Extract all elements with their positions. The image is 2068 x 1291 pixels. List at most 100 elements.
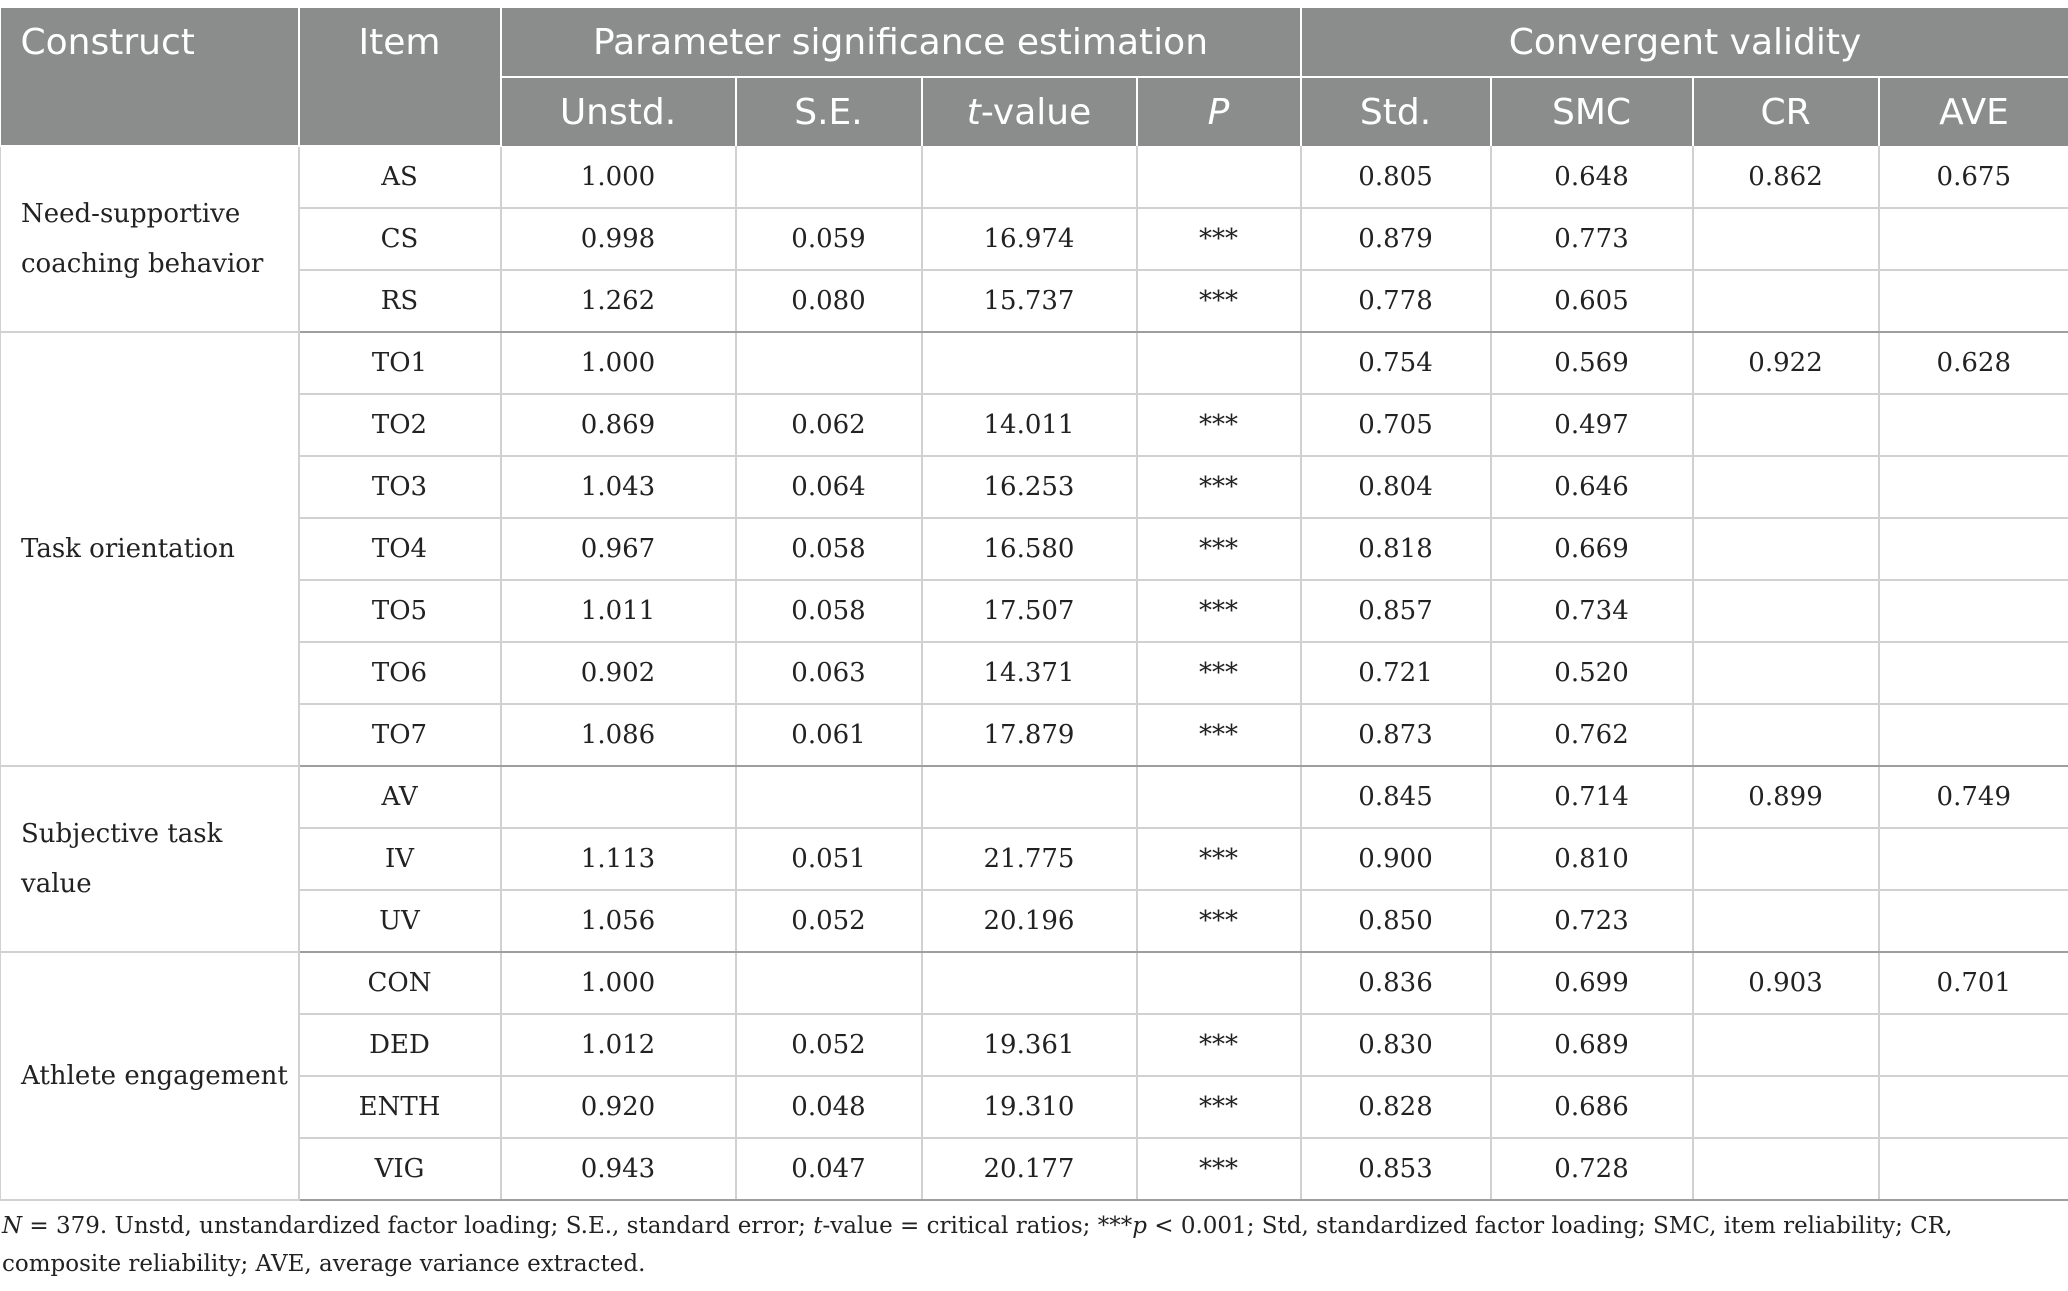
cell-se: 0.062	[734, 394, 922, 457]
table-row: VIG 0.943 0.047 20.177 *** 0.853 0.728	[1, 1138, 2068, 1201]
cell-se: 0.059	[734, 208, 922, 271]
cell-std: 0.853	[1299, 1138, 1491, 1201]
cell-unstd: 1.262	[499, 270, 736, 333]
cell-ave	[1877, 890, 2068, 953]
cell-std: 0.804	[1299, 456, 1491, 519]
cell-std: 0.705	[1299, 394, 1491, 457]
cell-p	[1135, 332, 1301, 395]
cell-ave	[1877, 580, 2068, 643]
cell-std: 0.879	[1299, 208, 1491, 271]
cell-unstd: 1.043	[499, 456, 736, 519]
header-construct: Construct	[0, 8, 299, 147]
cell-t: 16.974	[920, 208, 1137, 271]
cell-se	[734, 332, 922, 395]
cell-se: 0.048	[734, 1076, 922, 1139]
cell-smc: 0.723	[1489, 890, 1693, 953]
cell-ave	[1877, 828, 2068, 891]
cell-ave: 0.749	[1877, 766, 2068, 829]
cell-se	[734, 146, 922, 209]
cell-std: 0.818	[1299, 518, 1491, 581]
cell-smc: 0.669	[1489, 518, 1693, 581]
cell-p: ***	[1135, 208, 1301, 271]
cell-t: 21.775	[920, 828, 1137, 891]
cell-p	[1135, 766, 1301, 829]
cell-t: 14.011	[920, 394, 1137, 457]
cell-std: 0.850	[1299, 890, 1491, 953]
header-group-convergent-validity: Convergent validity	[1299, 8, 2068, 78]
cell-ave	[1877, 208, 2068, 271]
cell-cr: 0.922	[1691, 332, 1879, 395]
header-t-rest: -value	[980, 91, 1092, 133]
table-row: Task orientation TO1 1.000 0.754 0.569 0.922 0…	[0, 332, 2068, 767]
table-note: N = 379. Unstd, unstandardized factor lo…	[0, 1201, 2068, 1283]
cell-item: UV	[297, 890, 501, 953]
cell-std: 0.900	[1299, 828, 1491, 891]
cell-t: 17.507	[920, 580, 1137, 643]
cell-t: 20.196	[920, 890, 1137, 953]
cell-ave	[1877, 518, 2068, 581]
table-row: RS 1.262 0.080 15.737 *** 0.778 0.605	[1, 270, 2068, 333]
cell-smc: 0.714	[1489, 766, 1693, 829]
cell-item: AS	[297, 146, 501, 209]
cell-item: TO2	[297, 394, 501, 457]
cell-std: 0.845	[1299, 766, 1491, 829]
cell-p: ***	[1135, 642, 1301, 705]
table-row: Need-supportive coaching behavior AS 1.000…	[0, 146, 2068, 333]
header-p: P	[1135, 77, 1301, 146]
header-group-parameter-significance: Parameter significance estimation	[499, 8, 1301, 78]
cell-se	[734, 766, 922, 829]
cell-p: ***	[1135, 704, 1301, 767]
cell-unstd: 0.967	[499, 518, 736, 581]
table-row: TO5 1.011 0.058 17.507 *** 0.857 0.734	[1, 580, 2068, 643]
cell-se: 0.052	[734, 890, 922, 953]
construct-cell: Need-supportive coaching behavior	[0, 146, 299, 333]
note-part1: = 379. Unstd, unstandardized factor load…	[22, 1213, 814, 1239]
table-row: TO7 1.086 0.061 17.879 *** 0.873 0.762	[1, 704, 2068, 767]
cell-item: TO1	[297, 332, 501, 395]
cell-std: 0.830	[1299, 1014, 1491, 1077]
cell-cr: 0.899	[1691, 766, 1879, 829]
cell-t	[920, 146, 1137, 209]
cell-t: 17.879	[920, 704, 1137, 767]
cell-smc: 0.762	[1489, 704, 1693, 767]
cell-se: 0.052	[734, 1014, 922, 1077]
cell-smc: 0.605	[1489, 270, 1693, 333]
cell-unstd	[499, 766, 736, 829]
cell-se: 0.047	[734, 1138, 922, 1201]
cell-unstd: 1.000	[499, 332, 736, 395]
cell-std: 0.873	[1299, 704, 1491, 767]
cell-item: IV	[297, 828, 501, 891]
cell-ave: 0.701	[1877, 952, 2068, 1015]
cell-smc: 0.773	[1489, 208, 1693, 271]
cell-ave	[1877, 1014, 2068, 1077]
table-row: IV 1.113 0.051 21.775 *** 0.900 0.810	[1, 828, 2068, 891]
cell-cr	[1691, 1138, 1879, 1201]
cell-smc: 0.686	[1489, 1076, 1693, 1139]
cell-t	[920, 952, 1137, 1015]
cell-unstd: 1.011	[499, 580, 736, 643]
note-part2: -value = critical ratios; ***	[822, 1213, 1133, 1239]
cell-unstd: 0.869	[499, 394, 736, 457]
cell-se: 0.051	[734, 828, 922, 891]
cell-cr	[1691, 890, 1879, 953]
table-row: TO6 0.902 0.063 14.371 *** 0.721 0.520	[1, 642, 2068, 705]
cell-t	[920, 766, 1137, 829]
cell-unstd: 1.012	[499, 1014, 736, 1077]
table-header: Construct Item Parameter significance es…	[0, 8, 2068, 147]
cell-ave	[1877, 642, 2068, 705]
header-unstd: Unstd.	[499, 77, 736, 146]
table-row: TO2 0.869 0.062 14.011 *** 0.705 0.497	[1, 394, 2068, 457]
cell-cr	[1691, 1014, 1879, 1077]
construct-cell: Task orientation	[0, 332, 299, 767]
header-ave: AVE	[1877, 77, 2068, 146]
cell-cr	[1691, 270, 1879, 333]
cell-cr	[1691, 1076, 1879, 1139]
cell-p	[1135, 146, 1301, 209]
cell-cr	[1691, 456, 1879, 519]
cell-ave	[1877, 270, 2068, 333]
cell-smc: 0.699	[1489, 952, 1693, 1015]
cell-t: 19.310	[920, 1076, 1137, 1139]
cell-se: 0.061	[734, 704, 922, 767]
note-p: p	[1132, 1213, 1147, 1239]
cell-std: 0.836	[1299, 952, 1491, 1015]
